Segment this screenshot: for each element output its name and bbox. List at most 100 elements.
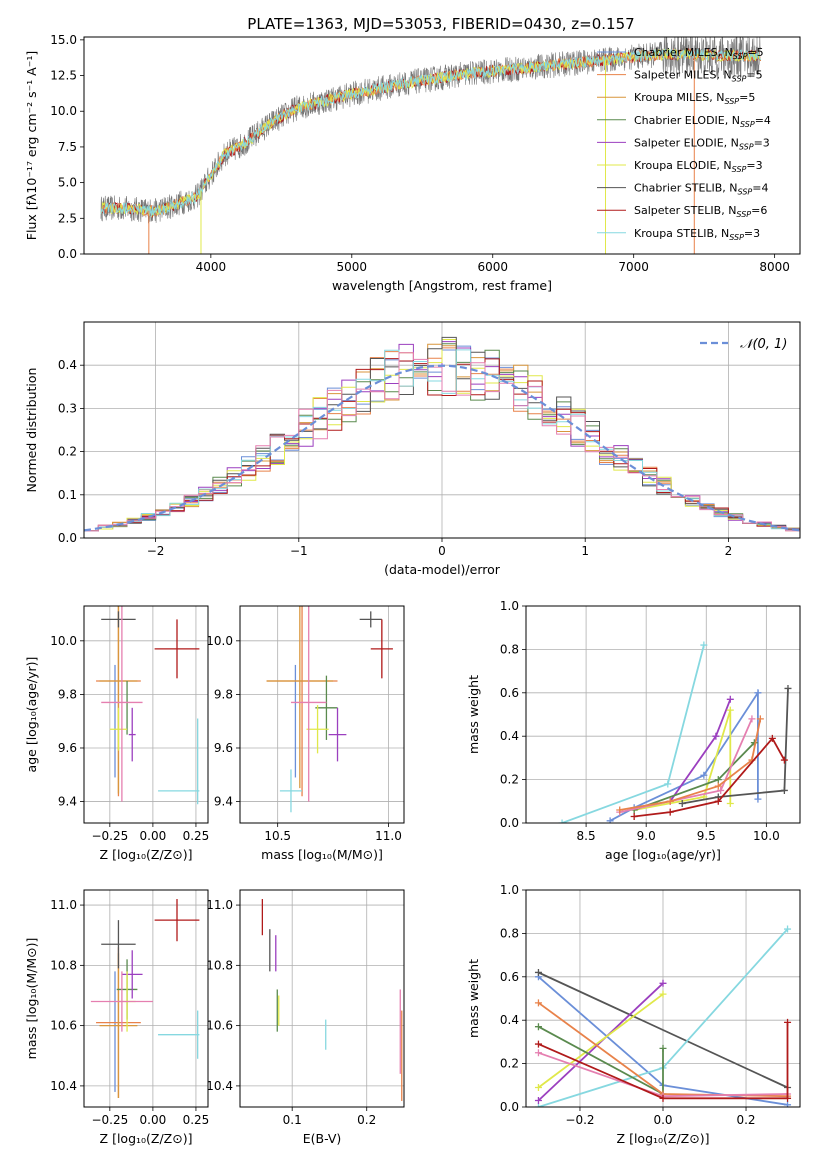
x-tick-label: 11.0 (375, 829, 402, 843)
y-tick-label: 11.0 (50, 898, 77, 912)
weight-marker (534, 1023, 542, 1031)
x-axis-label: E(B-V) (303, 1131, 342, 1146)
x-tick-label: 0.0 (653, 1113, 672, 1127)
x-tick-label: 0.2 (736, 1113, 755, 1127)
x-tick-label: −2 (147, 544, 165, 558)
weight-marker (700, 771, 708, 779)
grid-lines (240, 890, 404, 1107)
y-tick-label: 0.0 (500, 816, 519, 830)
y-axis-label: mass weight (466, 959, 481, 1038)
normal-curve (84, 364, 800, 532)
errorbar-point (101, 611, 136, 628)
grid-lines (526, 605, 800, 824)
y-axis-label: Flux [fλ10⁻¹⁷ erg cm⁻² s⁻¹ A⁻¹] (24, 51, 39, 240)
weight-marker (700, 641, 708, 649)
errorbar-point (109, 707, 128, 751)
weight-marker (780, 786, 788, 794)
y-tick-label: 0.8 (500, 926, 519, 940)
panel-mass-vs-Z: −0.25 0.00 0.25 10.4 10.6 10.8 11.0 Z [log₁₀(Z/… (24, 889, 209, 1146)
weight-marker (659, 1094, 667, 1102)
x-tick-label: −0.25 (91, 829, 128, 843)
y-tick-label: 0.3 (58, 401, 77, 415)
y-tick-label: 1.0 (500, 599, 519, 613)
weight-marker (726, 695, 734, 703)
x-tick-label: 0.1 (283, 1113, 302, 1127)
weight-marker (712, 732, 720, 740)
x-tick-label: 0 (438, 544, 446, 558)
weight-marker (659, 1044, 667, 1052)
legend-label: Kroupa MILES, NSSP=5 (634, 91, 755, 106)
x-tick-label: 7000 (618, 260, 649, 274)
weight-marker (534, 1083, 542, 1091)
weight-marker (717, 786, 725, 794)
grid-lines (84, 606, 208, 823)
x-tick-label: 9.5 (697, 829, 716, 843)
weight-marker (780, 756, 788, 764)
errorbar-point (121, 950, 143, 999)
weight-line (634, 709, 732, 811)
weight-line (538, 1022, 789, 1100)
panel-weight-vs-age: 8.5 9.0 9.5 10.0 0.0 0.2 0.4 0.6 0.8 1.0 age [log₁… (466, 599, 801, 862)
panel-residuals: −2 −1 0 1 2 0.0 0.1 0.2 0.3 0.4 (data-model)/error… (24, 321, 801, 577)
y-tick-label: 12.5 (50, 69, 77, 83)
y-tick-label: 10.0 (50, 634, 77, 648)
weight-marker (659, 990, 667, 998)
x-tick-label: −1 (290, 544, 308, 558)
errorbar-point (154, 899, 200, 942)
y-tick-label: 9.4 (58, 795, 77, 809)
y-tick-label: 0.2 (58, 445, 77, 459)
axes-frame (525, 889, 801, 1108)
x-axis-label: (data-model)/error (384, 562, 501, 577)
legend: Chabrier MILES, NSSP=5 Salpeter MILES, NS… (597, 46, 771, 242)
x-axis-label: age [log₁₀(age/yr)] (605, 847, 721, 862)
legend-label: Chabrier STELIB, NSSP=4 (634, 182, 768, 197)
y-tick-label: 10.4 (50, 1079, 77, 1093)
errorbar-point (90, 971, 153, 1032)
weight-marker (784, 925, 792, 933)
errorbar-point (266, 606, 334, 789)
y-tick-label: 9.8 (58, 687, 77, 701)
legend-label: Kroupa ELODIE, NSSP=3 (634, 159, 763, 174)
x-tick-label: 5000 (337, 260, 368, 274)
y-tick-label: 9.4 (214, 795, 233, 809)
errorbar-point (101, 920, 136, 969)
weight-marker (784, 1018, 792, 1026)
errorbar-point (306, 705, 329, 754)
weight-marker (534, 1040, 542, 1048)
axes-frame (83, 605, 209, 824)
weight-line (538, 971, 788, 1089)
legend-label: Chabrier MILES, NSSP=5 (634, 46, 764, 61)
plot-area (266, 606, 393, 813)
y-tick-label: 0.4 (500, 1013, 519, 1027)
weight-marker (678, 799, 686, 807)
x-axis-label: Z [log₁₀(Z/Z⊙)] (617, 1131, 710, 1146)
panel-mass-vs-EBV: 0.1 0.2 10.4 10.6 10.8 11.0 E(B-V) (206, 889, 405, 1146)
legend-label: Salpeter STELIB, NSSP=6 (634, 204, 767, 219)
y-tick-label: 0.4 (500, 729, 519, 743)
weight-marker (726, 799, 734, 807)
y-tick-label: 0.0 (500, 1100, 519, 1114)
weight-marker (784, 1094, 792, 1102)
weight-line (682, 688, 789, 805)
legend-label: 𝒩(0, 1) (740, 337, 787, 352)
model-spectrum (100, 48, 761, 217)
grid-lines (84, 890, 208, 1107)
weight-line (561, 644, 705, 823)
panel-age-vs-Z: −0.25 0.00 0.25 9.4 9.6 9.8 10.0 Z [log₁₀(Z/Z⊙)… (24, 605, 209, 862)
x-tick-label: 10.5 (264, 829, 291, 843)
x-tick-label: 0.2 (357, 1113, 376, 1127)
x-tick-label: 2 (725, 544, 733, 558)
weight-marker (784, 1101, 792, 1107)
y-tick-label: 15.0 (50, 33, 77, 47)
axes-frame (83, 889, 209, 1108)
x-axis-label: Z [log₁₀(Z/Z⊙)] (100, 847, 193, 862)
y-tick-label: 9.6 (214, 741, 233, 755)
figure-title: PLATE=1363, MJD=53053, FIBERID=0430, z=0… (247, 15, 634, 33)
axes-frame (83, 321, 801, 539)
weight-marker (714, 797, 722, 805)
plot-area (90, 899, 200, 1098)
y-axis-label: Normed distribution (24, 368, 39, 493)
grid-lines (240, 606, 404, 823)
y-tick-label: 0.0 (58, 531, 77, 545)
